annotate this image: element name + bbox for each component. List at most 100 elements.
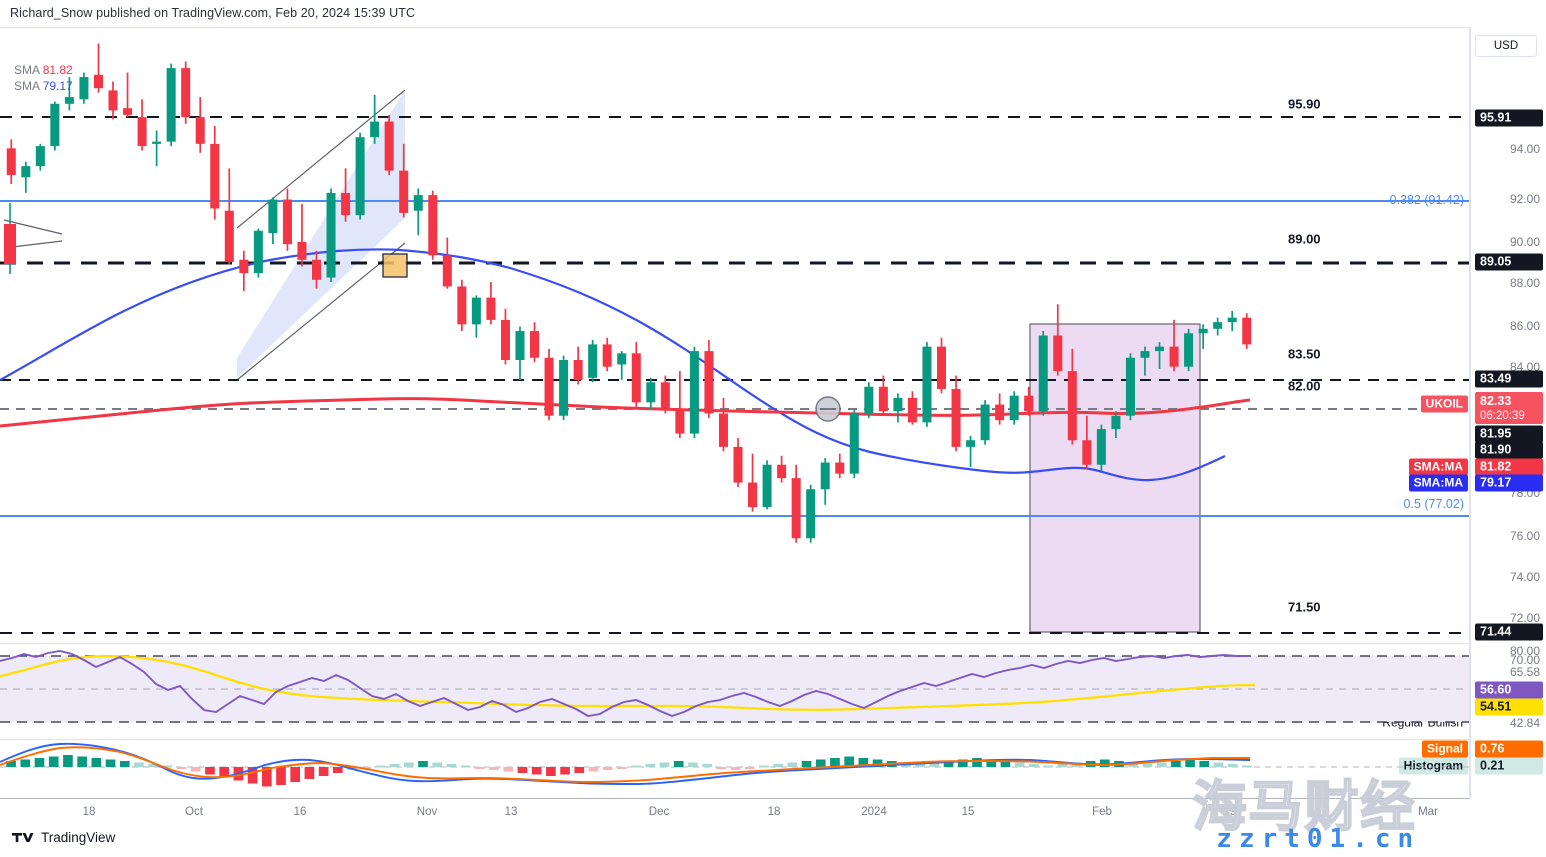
candle-body xyxy=(936,346,947,389)
price-axis-pill[interactable]: 79.17 xyxy=(1475,474,1543,492)
time-axis-label[interactable]: Mar xyxy=(1418,806,1438,818)
series-tag[interactable]: UKOIL xyxy=(1420,395,1468,413)
price-level-label: 83.50 xyxy=(1288,346,1321,362)
macd-hist-bar xyxy=(1156,762,1167,767)
macd-hist-bar xyxy=(318,767,329,776)
time-axis-label[interactable]: Feb xyxy=(1092,806,1112,818)
time-axis-label[interactable]: Oct xyxy=(185,806,203,818)
price-axis-pill[interactable]: 54.51 xyxy=(1475,698,1543,716)
time-axis-label[interactable]: Nov xyxy=(416,806,438,818)
time-axis-label[interactable]: 13 xyxy=(504,806,518,818)
candle-body xyxy=(486,297,496,320)
candle-body xyxy=(1140,351,1150,358)
price-axis-tick: 88.00 xyxy=(1509,276,1540,290)
candle-body xyxy=(864,386,874,414)
sma-fast-label: SMA xyxy=(14,63,40,77)
candle-body xyxy=(93,74,103,89)
macd-hist-bar xyxy=(986,759,997,767)
price-axis-pill[interactable]: 83.49 xyxy=(1475,370,1543,388)
macd-hist-bar xyxy=(190,767,201,772)
time-axis-label[interactable]: 16 xyxy=(293,806,307,818)
macd-hist-bar xyxy=(716,767,727,769)
price-axis-pill[interactable]: 56.60 xyxy=(1475,681,1543,699)
price-axis-pill[interactable]: 89.05 xyxy=(1475,253,1543,271)
rsi-axis-tick: 65.58 xyxy=(1509,665,1540,679)
macd-hist-bar xyxy=(503,767,514,772)
sma-slow-label: SMA xyxy=(14,79,40,93)
candle-body xyxy=(995,404,1005,421)
price-axis-pill[interactable]: 81.90 xyxy=(1475,441,1543,459)
macd-hist-bar xyxy=(361,767,372,769)
candle-body xyxy=(210,143,220,209)
time-axis[interactable]: 18 Oct 16 Nov 13 Dec 18 2024 15 Feb 19 Mar xyxy=(0,798,1470,828)
macd-hist-bar xyxy=(943,761,954,767)
series-tag[interactable]: SMA:MA xyxy=(1408,458,1468,476)
macd-hist-bar xyxy=(1029,764,1039,767)
macd-hist-bar xyxy=(744,767,755,769)
sma-slow-value: 79.17 xyxy=(42,79,73,93)
macd-hist-bar xyxy=(375,765,386,768)
candle-body xyxy=(544,357,554,416)
macd-pane[interactable]: MACD 0.21 0.97 0.76 xyxy=(0,739,1470,797)
candle-body xyxy=(108,90,118,111)
candle-body xyxy=(1067,371,1077,441)
macd-hist-bar xyxy=(1227,764,1238,767)
series-tag[interactable]: Signal xyxy=(1421,740,1468,758)
candle-body xyxy=(1184,333,1194,367)
time-axis-label[interactable]: Dec xyxy=(648,806,670,818)
candle-body xyxy=(195,117,205,144)
candle-body xyxy=(806,489,816,539)
price-axis-pill[interactable]: 95.91 xyxy=(1475,109,1543,127)
candle-body xyxy=(79,77,89,100)
rsi-line xyxy=(0,650,1250,718)
time-axis-label[interactable]: 15 xyxy=(961,806,975,818)
time-axis-label[interactable]: 18 xyxy=(82,806,96,818)
rsi-svg xyxy=(0,650,1469,723)
time-axis-label[interactable]: 18 xyxy=(767,806,781,818)
price-axis-pill[interactable]: 81.82 xyxy=(1475,458,1543,476)
series-tag[interactable]: Histogram xyxy=(1398,757,1468,775)
candle-body xyxy=(413,195,423,211)
time-axis-label[interactable]: 2024 xyxy=(861,806,887,818)
candle-body xyxy=(384,121,394,171)
macd-hist-bar xyxy=(1057,764,1068,767)
candle-body xyxy=(1082,440,1092,465)
price-chart-pane[interactable]: SMA 81.82 SMA 79.17 xyxy=(0,27,1470,642)
last-price-pill[interactable]: 82.33 06:20:39 xyxy=(1475,392,1543,424)
candle-body xyxy=(893,397,903,412)
candle-body xyxy=(660,382,670,410)
macd-hist-bar xyxy=(688,762,698,767)
macd-hist-bar xyxy=(1213,762,1224,767)
price-axis-pill[interactable]: 71.44 xyxy=(1475,623,1543,641)
candle-body xyxy=(355,137,365,216)
candle-body xyxy=(137,117,147,147)
candle-body xyxy=(1242,317,1252,345)
series-tag[interactable]: SMA:MA xyxy=(1408,474,1468,492)
candle-body xyxy=(166,68,176,142)
macd-hist-bar xyxy=(176,767,187,769)
watermark-chinese: 海马财经 xyxy=(1191,774,1417,839)
sma-fast-line xyxy=(0,397,1251,428)
macd-hist-bar xyxy=(659,762,670,767)
macd-hist-bar xyxy=(1242,765,1252,768)
rsi-axis-tick: 42.84 xyxy=(1509,716,1540,730)
price-axis-tick: 94.00 xyxy=(1509,142,1540,156)
price-axis-pill[interactable]: 0.21 xyxy=(1475,757,1543,775)
price-axis-pill[interactable]: 0.76 xyxy=(1475,740,1543,758)
time-axis-label[interactable]: 19 xyxy=(1223,806,1237,818)
macd-hist-bar xyxy=(418,761,428,767)
macd-line xyxy=(0,742,1251,785)
macd-hist-bar xyxy=(389,764,400,767)
candle-body xyxy=(573,360,583,381)
macd-hist-bar xyxy=(261,767,272,787)
currency-badge[interactable]: USD xyxy=(1475,35,1537,57)
price-axis-pill[interactable]: 81.95 xyxy=(1475,425,1543,443)
price-axis[interactable]: USD 94.00 92.00 90.00 88.00 86.00 84.00 78.00 7… xyxy=(1470,27,1546,798)
macd-hist-bar xyxy=(77,756,87,767)
macd-hist-bar xyxy=(531,767,542,775)
rsi-pane[interactable]: RSI 56.60 54.51 Ø Ø Ø Ø Ø Ø xyxy=(0,643,1470,738)
macd-hist-bar xyxy=(617,767,627,769)
price-level-label: 82.00 xyxy=(1288,378,1321,394)
highlight-candle-box xyxy=(382,253,408,278)
macd-hist-bar xyxy=(844,756,854,767)
